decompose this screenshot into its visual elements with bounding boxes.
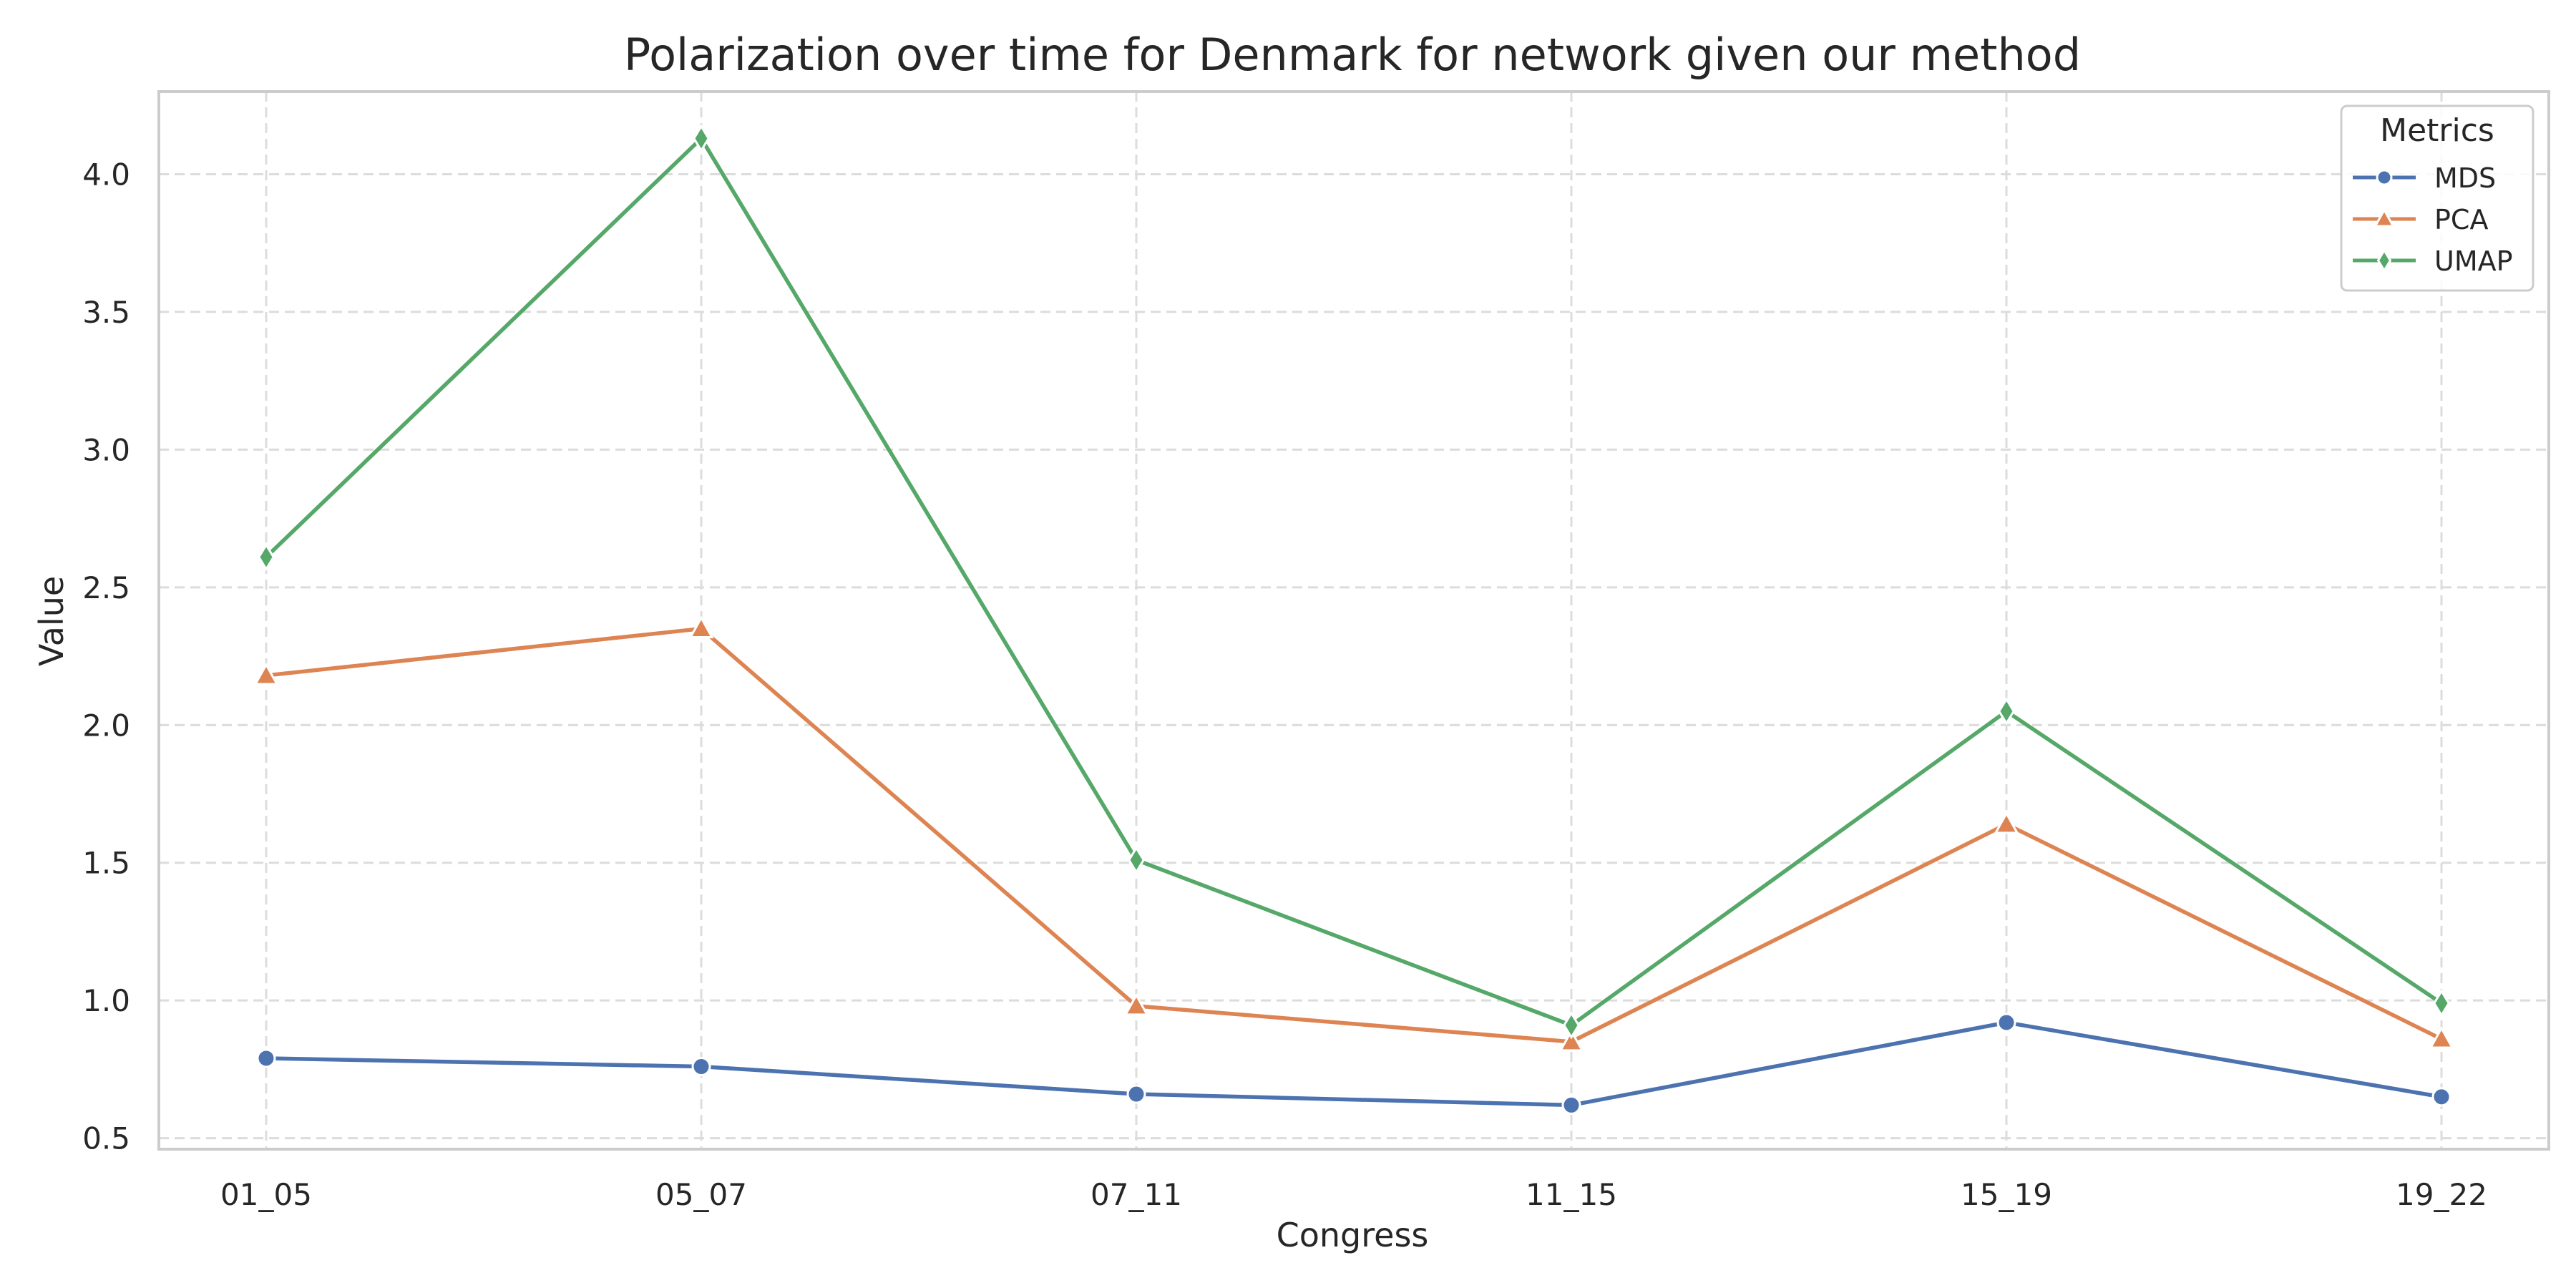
legend: Metrics MDS PCA UMAP: [2340, 104, 2534, 292]
y-tick-label: 3.0: [82, 432, 130, 467]
data-point-pca: [688, 615, 714, 639]
data-point-mds: [1996, 1013, 2016, 1033]
data-point-umap: [258, 542, 275, 572]
data-point-pca: [253, 662, 279, 686]
series-line-pca: [264, 626, 2444, 1044]
legend-marker-umap: [2376, 248, 2392, 273]
data-point-umap: [1128, 846, 1145, 874]
y-axis-ticks: 0.5 1.0 1.5 2.0 2.5 3.0 3.5 4.0: [82, 157, 130, 1156]
x-axis-label: Congress: [1277, 1216, 1429, 1254]
plot-frame: [157, 90, 2550, 1151]
x-axis-ticks: 01_05 05_07 07_11 11_15 15_19 19_22: [220, 1177, 2487, 1212]
legend-box: [2340, 104, 2534, 292]
legend-marker-pca: [2373, 208, 2396, 228]
series-pca: [253, 615, 2454, 1052]
y-tick-label: 1.0: [82, 983, 130, 1018]
legend-item-pca: PCA: [2353, 204, 2488, 235]
data-point-umap: [1998, 697, 2015, 726]
legend-label-pca: PCA: [2434, 204, 2488, 235]
data-point-mds: [256, 1048, 276, 1068]
data-point-pca: [1123, 992, 1149, 1016]
data-point-mds: [691, 1057, 711, 1077]
y-tick-label: 3.5: [82, 295, 130, 330]
series-line-mds: [264, 1020, 2444, 1108]
data-point-pca: [1558, 1028, 1584, 1052]
data-point-mds: [1126, 1084, 1146, 1104]
x-tick-label: 01_05: [220, 1177, 312, 1212]
data-point-umap: [2433, 989, 2450, 1018]
y-tick-label: 0.5: [82, 1121, 130, 1156]
data-point-mds: [2431, 1087, 2451, 1107]
data-point-pca: [1994, 811, 2019, 834]
x-tick-label: 07_11: [1091, 1177, 1182, 1212]
x-tick-label: 15_19: [1961, 1177, 2052, 1212]
data-point-mds: [1561, 1095, 1581, 1115]
data-point-umap: [1563, 1011, 1580, 1040]
legend-label-umap: UMAP: [2434, 245, 2513, 277]
x-tick-label: 11_15: [1526, 1177, 1617, 1212]
legend-label-mds: MDS: [2434, 162, 2496, 194]
x-tick-label: 19_22: [2396, 1177, 2487, 1212]
chart-title: Polarization over time for Denmark for n…: [624, 29, 2081, 81]
y-tick-label: 4.0: [82, 157, 130, 192]
y-tick-label: 1.5: [82, 846, 130, 881]
data-point-umap: [693, 124, 710, 153]
series-line-umap: [264, 136, 2444, 1028]
series-umap: [258, 124, 2450, 1040]
series-lines: [253, 124, 2454, 1115]
grid: [159, 92, 2549, 1149]
data-point-pca: [2429, 1025, 2454, 1049]
y-axis-label: Value: [32, 576, 71, 666]
legend-title: Metrics: [2380, 112, 2494, 149]
y-tick-label: 2.5: [82, 570, 130, 605]
x-tick-label: 05_07: [655, 1177, 747, 1212]
y-tick-label: 2.0: [82, 708, 130, 743]
legend-item-umap: UMAP: [2353, 245, 2513, 277]
legend-marker-mds: [2376, 169, 2393, 186]
series-mds: [256, 1013, 2451, 1115]
legend-item-mds: MDS: [2353, 162, 2496, 194]
